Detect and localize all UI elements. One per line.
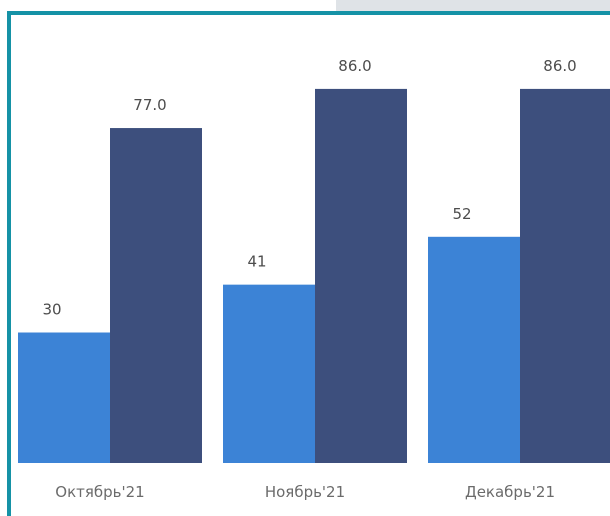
data-label-light-1: 41 (247, 253, 266, 271)
data-label-light-2: 52 (452, 205, 471, 223)
data-label-dark-1: 86.0 (338, 57, 371, 75)
category-label-0: Октябрь'21 (55, 483, 144, 501)
data-label-dark-2: 86.0 (543, 57, 576, 75)
bar-dark-0[interactable] (110, 128, 202, 464)
data-label-light-0: 30 (42, 301, 61, 319)
panel-focus-border (7, 11, 610, 516)
data-label-dark-0: 77.0 (133, 96, 166, 114)
bar-dark-2[interactable] (520, 88, 610, 464)
category-label-2: Декабрь'21 (465, 483, 555, 501)
panel-header-strip (336, 0, 610, 14)
bar-dark-1[interactable] (315, 88, 407, 464)
bar-light-1[interactable] (223, 284, 315, 463)
category-label-1: Ноябрь'21 (265, 483, 345, 501)
bar-light-0[interactable] (18, 332, 110, 464)
bar-light-2[interactable] (428, 236, 520, 463)
